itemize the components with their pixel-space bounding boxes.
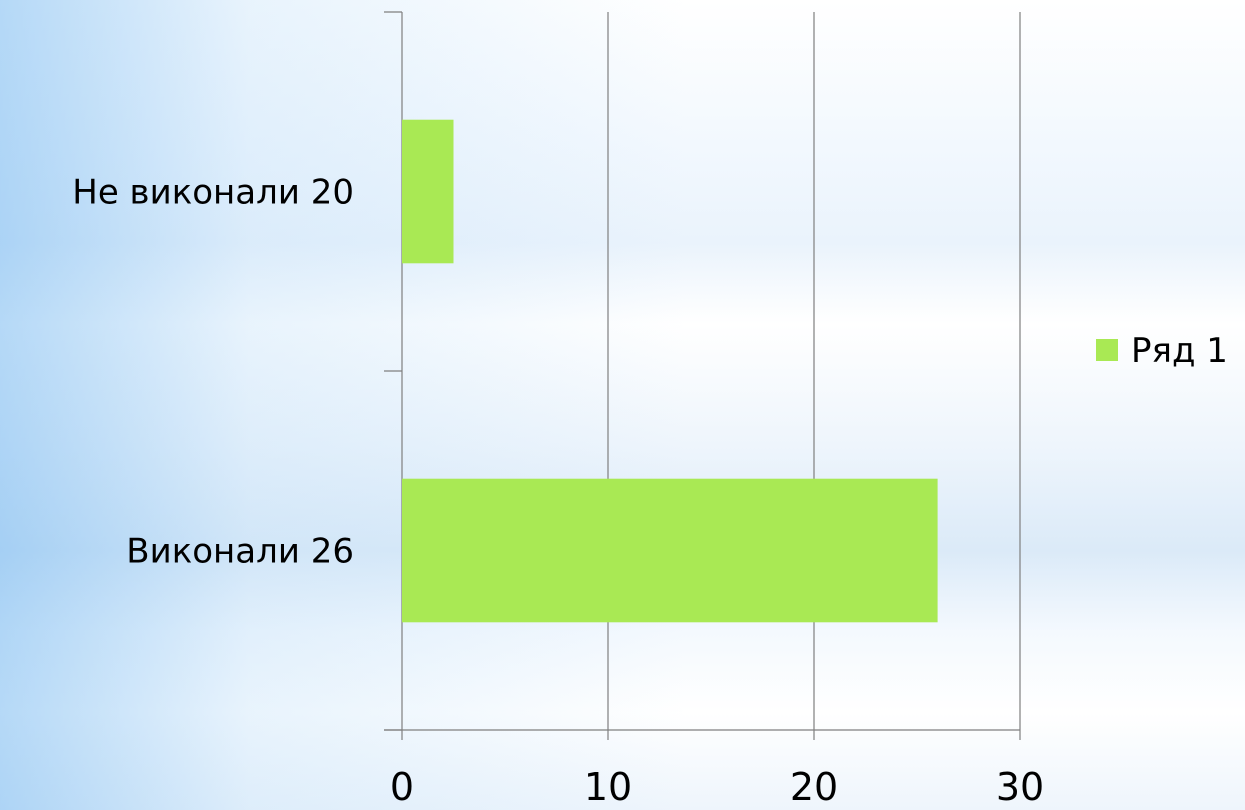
category-label-1: Не виконали 20 (72, 173, 354, 213)
legend-label: Ряд 1 (1131, 331, 1228, 371)
bar-2 (402, 478, 938, 623)
category-label-2: Виконали 26 (126, 532, 354, 572)
x-tick-label-0: 0 (390, 765, 414, 809)
x-tick-label-10: 10 (584, 765, 632, 809)
x-tick-label-30: 30 (996, 765, 1044, 809)
x-tick-label-20: 20 (790, 765, 838, 809)
bar-1 (402, 119, 454, 264)
legend-swatch (1096, 339, 1118, 361)
